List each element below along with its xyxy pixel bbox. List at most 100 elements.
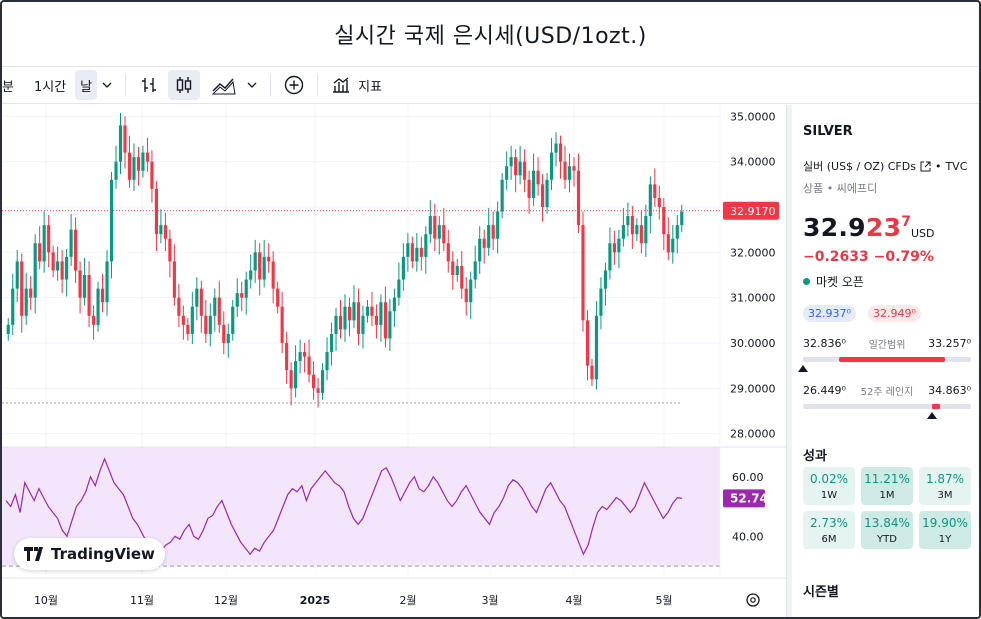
candle-body: [540, 184, 545, 207]
indicators-icon: [333, 77, 350, 93]
tradingview-logo-text: TradingView: [51, 545, 155, 563]
page-title: 실시간 국제 은시세(USD/1ozt.): [334, 24, 647, 49]
candle-body: [419, 247, 423, 257]
candle-body: [518, 161, 522, 176]
candle-body: [338, 315, 343, 330]
interval-dropdown-button[interactable]: [97, 70, 117, 100]
candle-body: [496, 211, 500, 239]
candle-body: [455, 265, 459, 275]
symbol-name: SILVER: [803, 124, 853, 139]
symbol-description-text[interactable]: 실버 (US$ / OZ) CFDs: [803, 160, 916, 173]
chart-type-dropdown-button[interactable]: [242, 70, 262, 100]
interval-hour-label: 1시간: [33, 79, 67, 95]
performance-cell-1m[interactable]: 11.21% 1M: [861, 467, 913, 505]
candle-body: [554, 143, 558, 153]
performance-period: 1W: [820, 489, 838, 501]
candle-body: [356, 302, 361, 334]
performance-value: 0.02%: [809, 471, 849, 486]
candle-body: [630, 216, 634, 235]
performance-cell-1w[interactable]: 0.02% 1W: [803, 467, 855, 505]
indicators-button[interactable]: 지표: [326, 70, 387, 100]
candle-body: [249, 270, 253, 280]
current-price-label: 32.9170: [730, 205, 776, 218]
performance-value: 2.73%: [809, 515, 849, 530]
candle-body: [424, 234, 428, 257]
candle-body: [199, 288, 203, 316]
performance-cell-ytd[interactable]: 13.84% YTD: [861, 511, 913, 549]
candle-body: [303, 352, 307, 357]
bid-price: 32.937⁰: [803, 305, 856, 322]
time-axis-label: 10월: [34, 594, 58, 607]
candle-body: [74, 229, 78, 271]
candle-body: [527, 179, 531, 198]
candle-body: [401, 256, 405, 280]
candle-body: [451, 261, 455, 275]
candle-body: [83, 275, 87, 298]
candle-body: [392, 297, 396, 312]
candle-body: [96, 288, 100, 325]
performance-grid: 0.02% 1W 11.21% 1M 1.87% 3M 2.73% 6M 13.84% YTD 19…: [803, 467, 971, 549]
performance-cell-1y[interactable]: 19.90% 1Y: [919, 511, 971, 549]
candle-body: [217, 297, 221, 325]
bar-chart-type-button[interactable]: [134, 70, 164, 100]
time-axis-label: 2025: [300, 594, 331, 607]
ask-price: 32.949⁰: [868, 305, 921, 322]
external-link-icon[interactable]: [920, 161, 931, 172]
performance-cell-6m[interactable]: 2.73% 6M: [803, 511, 855, 549]
candle-body: [558, 143, 563, 162]
candle-body: [567, 166, 572, 180]
chart-toolbar: 분 1시간 날 지표: [2, 66, 979, 104]
candle-body: [644, 216, 648, 244]
day-range-high: 33.257⁰: [928, 337, 971, 350]
rsi-axis-label: 60.00: [732, 471, 764, 484]
candle-body: [581, 225, 585, 321]
candle-body: [154, 188, 158, 235]
candle-body: [482, 238, 486, 248]
candle-body: [639, 225, 643, 244]
price-axis-label: 31.0000: [730, 292, 776, 305]
candle-body: [311, 374, 316, 389]
candle-chart-type-button[interactable]: [168, 70, 201, 100]
candle-body: [383, 302, 387, 339]
candle-body: [334, 315, 338, 334]
candle-body: [91, 315, 96, 325]
candle-body: [460, 265, 464, 289]
interval-minutes-button[interactable]: 분: [2, 70, 19, 100]
panel-resize-handle[interactable]: [786, 105, 792, 617]
candle-body: [100, 288, 105, 303]
gear-icon[interactable]: [746, 593, 760, 607]
tradingview-logo[interactable]: TradingView: [14, 538, 165, 570]
tradingview-logo-icon: [24, 547, 43, 561]
candle-body: [42, 225, 46, 262]
candle-body: [267, 256, 271, 262]
candle-body: [343, 306, 347, 330]
candle-body: [226, 333, 230, 343]
interval-hour-button[interactable]: 1시간: [29, 70, 71, 100]
interval-minutes-label: 분: [2, 79, 14, 95]
candle-body: [585, 320, 590, 366]
chart-pane[interactable]: 35.000034.000033.000032.000031.000030.00…: [2, 105, 786, 617]
compare-button[interactable]: [206, 70, 242, 100]
add-symbol-button[interactable]: [279, 70, 309, 100]
market-open-dot-icon: [803, 278, 810, 285]
performance-cell-3m[interactable]: 1.87% 3M: [919, 467, 971, 505]
week52-low: 26.449⁰: [803, 384, 846, 397]
candle-body: [181, 315, 185, 325]
price-currency: USD: [911, 227, 935, 240]
performance-value: 11.21%: [864, 471, 910, 486]
candle-body: [11, 288, 15, 325]
candle-body: [325, 352, 329, 371]
gear-icon-ring: [746, 593, 760, 607]
candle-body: [549, 152, 554, 180]
candle-body: [347, 306, 352, 321]
bars-icon: [142, 78, 157, 92]
interval-day-button[interactable]: 날: [75, 70, 98, 100]
time-axis-label: 2월: [399, 594, 416, 607]
candle-body: [69, 229, 73, 257]
candle-body: [190, 306, 194, 334]
symbol-category: 상품 • 씨에프디: [803, 182, 878, 195]
rsi-line: [5, 457, 683, 556]
week52-range-label: 52주 레인지: [860, 387, 914, 398]
candle-body: [168, 238, 172, 262]
current-price-badge: [723, 201, 779, 220]
